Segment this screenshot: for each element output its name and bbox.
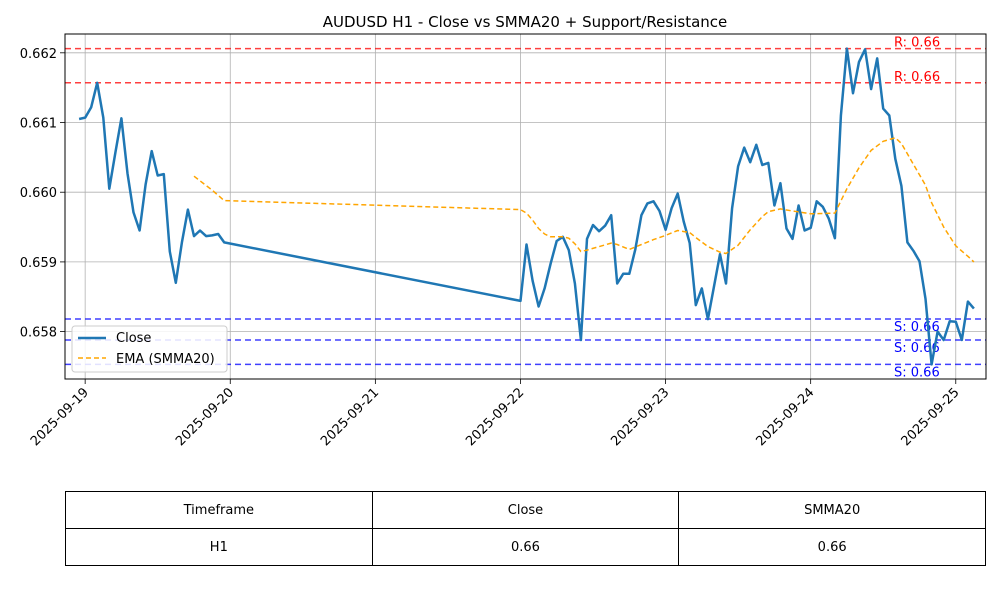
- table-cell: H1: [65, 528, 373, 566]
- table-header-cell: Close: [371, 491, 680, 529]
- table-header-cell: SMMA20: [678, 491, 986, 529]
- x-tick-label: 2025-09-22: [463, 385, 527, 449]
- legend-label-close: Close: [116, 331, 151, 346]
- x-tick-label: 2025-09-23: [608, 385, 672, 449]
- x-tick-label: 2025-09-20: [173, 385, 237, 449]
- x-tick-label: 2025-09-25: [899, 385, 963, 449]
- table-header-cell: Timeframe: [65, 491, 373, 529]
- chart-title: AUDUSD H1 - Close vs SMMA20 + Support/Re…: [323, 13, 728, 31]
- y-tick-label: 0.658: [20, 326, 57, 341]
- y-axis: 0.658 0.659 0.660 0.661 0.662: [20, 47, 65, 341]
- legend-box: [71, 325, 228, 373]
- table-header-row: Timeframe Close SMMA20: [65, 491, 986, 529]
- legend: Close EMA (SMMA20): [71, 325, 228, 373]
- support-label: S: 0.66: [894, 320, 940, 335]
- table-cell: 0.66: [678, 528, 986, 566]
- y-tick-label: 0.659: [20, 256, 57, 271]
- chart: AUDUSD H1 - Close vs SMMA20 + Support/Re…: [20, 13, 987, 449]
- plot-frame: [64, 33, 987, 380]
- x-tick-label: 2025-09-21: [318, 385, 382, 449]
- y-tick-label: 0.662: [20, 47, 57, 62]
- series-line-smma20: [193, 137, 975, 263]
- y-tick-label: 0.660: [20, 186, 57, 201]
- resistance-label: R: 0.66: [894, 70, 940, 85]
- resistance-label: R: 0.66: [894, 36, 940, 51]
- support-label: S: 0.66: [894, 341, 940, 356]
- y-tick-label: 0.661: [20, 117, 57, 132]
- x-tick-label: 2025-09-24: [753, 385, 817, 449]
- support-label: S: 0.66: [894, 365, 940, 380]
- series-line-close: [78, 47, 975, 366]
- x-tick-label: 2025-09-19: [28, 385, 92, 449]
- table-cell: 0.66: [371, 528, 680, 566]
- table-row: H1 0.66 0.66: [65, 528, 986, 566]
- summary-table: Timeframe Close SMMA20 H1 0.66 0.66: [65, 491, 986, 566]
- legend-label-smma20: EMA (SMMA20): [116, 352, 215, 367]
- series: [78, 47, 975, 366]
- x-axis: 2025-09-19 2025-09-20 2025-09-21 2025-09-22…: [28, 379, 963, 449]
